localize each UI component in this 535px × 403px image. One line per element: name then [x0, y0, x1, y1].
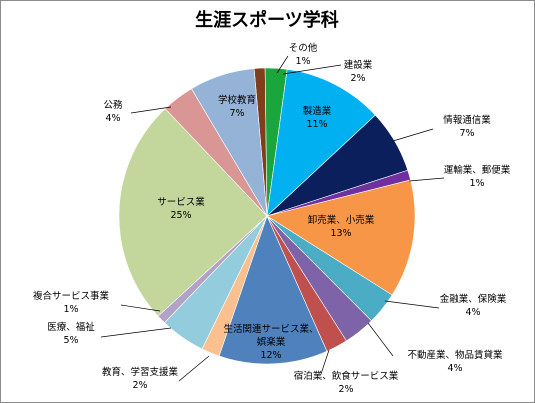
- slice-label-15: 学校教育 7%: [218, 94, 256, 119]
- slice-label-1: 建設業 2%: [344, 59, 373, 84]
- slice-9: [218, 215, 328, 365]
- slice-label-10: 教育、学習支援業 2%: [102, 366, 179, 391]
- slice-13: [118, 108, 268, 317]
- slice-label-11: 医療、福祉 5%: [47, 321, 95, 346]
- slice-2: [266, 69, 376, 217]
- chart-title: 生涯スポーツ学科: [195, 9, 339, 31]
- slice-label-5: 卸売業、小売業 13%: [308, 214, 375, 239]
- leader-line-12: [120, 304, 161, 312]
- leader-line-4: [408, 177, 445, 182]
- leader-line-10: [178, 355, 210, 382]
- leader-line-11: [100, 327, 172, 338]
- leader-line-6: [384, 300, 440, 309]
- slice-label-7: 不動産業、物品賃貸業 4%: [407, 349, 503, 374]
- slice-label-6: 金融業、保険業 4%: [440, 293, 507, 318]
- leader-line-0: [276, 55, 289, 74]
- leader-line-7: [367, 322, 394, 357]
- slice-15: [191, 68, 268, 217]
- slice-label-14: 公務 4%: [103, 99, 123, 124]
- slice-label-8: 宿泊業、飲食サービス業 2%: [294, 370, 399, 395]
- slice-label-3: 情報通信業 7%: [443, 114, 491, 139]
- leader-line-8: [320, 349, 330, 375]
- slice-label-4: 運輸業、郵便業 1%: [444, 164, 511, 189]
- slice-label-12: 複合サービス事業 1%: [33, 290, 110, 315]
- slice-label-13: サービス業 25%: [157, 196, 205, 221]
- leader-line-3: [392, 128, 434, 142]
- slice-label-2: 製造業 11%: [303, 105, 332, 130]
- slice-label-9: 生活関連サービス業、娯楽業 12%: [223, 323, 318, 361]
- slice-label-0: その他 1%: [289, 42, 318, 67]
- leader-line-14: [130, 106, 172, 114]
- slice-5: [266, 179, 416, 296]
- leader-line-1: [282, 64, 342, 75]
